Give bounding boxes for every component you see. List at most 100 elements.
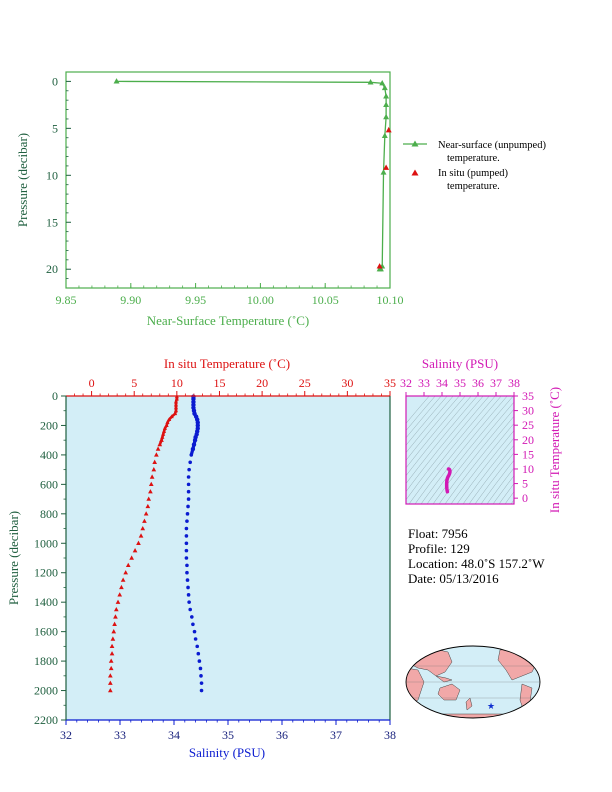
salinity-point	[199, 674, 203, 678]
pressure-tick-label: 1600	[34, 625, 58, 639]
salinity-point	[184, 541, 189, 546]
ts-x-tick-label: 33	[418, 376, 430, 390]
salinity-point	[192, 629, 197, 634]
in-situ-temperature-point	[111, 629, 117, 634]
in-situ-temperature-point	[112, 621, 117, 626]
top-x-tick-label: 10.10	[377, 293, 404, 307]
in-situ-temperature-point	[385, 126, 392, 133]
temperature-axis: 0 5 10 15 20 25 30 35	[74, 376, 396, 396]
salinity-axis: 32 33 34 35 36 37 38	[60, 720, 396, 742]
density-contour	[438, 408, 514, 504]
in-situ-temperature-point	[107, 673, 113, 678]
pressure-tick-label: 200	[40, 418, 58, 432]
temperature-upper-profile	[158, 396, 179, 446]
top-x-tick-label: 9.85	[56, 293, 77, 307]
in-situ-temperature-point	[113, 614, 118, 619]
density-contour	[522, 371, 612, 514]
density-contour	[406, 396, 472, 477]
legend-item-pumped-line2: temperature.	[447, 181, 500, 192]
near-surface-temperature-point	[367, 79, 374, 85]
top-x-tick-label: 10.00	[247, 293, 274, 307]
salinity-tick-label: 35	[222, 728, 234, 742]
salinity-point	[190, 615, 194, 619]
temperature-axis-label: In situ Temperature (˚C)	[164, 356, 290, 371]
near-surface-temperature-line	[116, 80, 387, 270]
in-situ-temperature-point	[148, 481, 154, 487]
salinity-axis-label: Salinity (PSU)	[189, 745, 265, 760]
ts-y-tick-label: 35	[522, 389, 534, 403]
pressure-tick-label: 800	[40, 507, 58, 521]
salinity-point	[197, 659, 202, 663]
in-situ-temperature-point	[115, 599, 121, 604]
salinity-point	[199, 681, 204, 685]
in-situ-temperature-point	[146, 496, 152, 501]
pressure-axis: 0 200 400 600 800 1000 1200 1400 1600 1800 2000 220…	[34, 389, 66, 727]
top-y-tick-label: 5	[52, 121, 58, 135]
ts-y-tick-label: 5	[522, 477, 528, 491]
ts-y-tick-label: 20	[522, 433, 534, 447]
in-situ-temperature-point	[107, 680, 113, 685]
in-situ-temperature-point	[110, 636, 116, 641]
top-x-tick-label: 9.95	[185, 293, 206, 307]
in-situ-temperature-point	[108, 665, 114, 671]
float-location: Location: 48.0˚S 157.2˚W	[408, 556, 545, 571]
in-situ-temperature-point	[119, 584, 124, 590]
ts-salinity-axis-label: Salinity (PSU)	[422, 356, 498, 371]
ts-density-contours	[406, 371, 612, 514]
density-contour	[414, 396, 502, 504]
ts-y-tick-label: 10	[522, 462, 534, 476]
salinity-point	[186, 482, 191, 487]
density-contour	[504, 491, 514, 504]
salinity-point	[184, 548, 189, 553]
in-situ-temperature-point	[109, 651, 115, 656]
pressure-tick-label: 2000	[34, 684, 58, 698]
ts-y-tick-label: 25	[522, 418, 534, 432]
ts-x-tick-label: 38	[508, 376, 520, 390]
near-surface-temperature-point	[381, 132, 388, 139]
density-contour	[492, 475, 514, 504]
salinity-point	[187, 600, 191, 604]
temperature-tick-label: 10	[171, 376, 183, 390]
profile-chart: 0 5 10 15 20 25 30 35 32 33 34 35 36 37 38 0 200 400 600…	[6, 356, 396, 760]
pressure-tick-label: 600	[40, 477, 58, 491]
top-x-tick-label: 9.90	[120, 293, 141, 307]
density-contour	[468, 444, 514, 504]
ts-salinity-axis: 32 33 34 35 36 37 38	[400, 376, 520, 396]
in-situ-temperature-point	[376, 263, 383, 269]
ts-x-tick-label: 32	[400, 376, 412, 390]
density-contour	[406, 396, 466, 469]
density-contour	[408, 396, 496, 504]
salinity-point	[186, 497, 191, 501]
legend-item-unpumped-line2: temperature.	[447, 153, 500, 164]
legend-item-unpumped-line1: Near-surface (unpumped)	[438, 140, 546, 151]
top-chart-y-axis-label: Pressure (decibar)	[15, 133, 30, 227]
ts-diagram-background	[406, 396, 514, 504]
in-situ-temperature-point	[129, 555, 134, 560]
density-contour	[426, 396, 514, 504]
salinity-point	[186, 475, 191, 479]
map-border	[405, 645, 541, 719]
top-chart-x-axis-label: Near-Surface Temperature (˚C)	[147, 313, 309, 328]
landmass-new-zealand	[465, 697, 473, 711]
float-info-block: Float: 7956 Profile: 129 Location: 48.0˚…	[408, 526, 545, 586]
in-situ-temperature-point	[132, 548, 138, 553]
in-situ-temperature-point	[149, 474, 155, 479]
in-situ-temperature-point	[140, 525, 146, 531]
salinity-point	[186, 585, 190, 590]
in-situ-temperature-point	[120, 577, 126, 582]
in-situ-temperature-point	[123, 570, 129, 575]
salinity-point	[187, 467, 191, 472]
temperature-tick-label: 0	[89, 376, 95, 390]
top-y-tick-label: 15	[46, 215, 58, 229]
salinity-point	[186, 593, 191, 597]
in-situ-temperature-point	[108, 658, 114, 663]
salinity-point	[188, 607, 192, 612]
density-contour	[406, 396, 460, 461]
density-contour	[406, 396, 484, 493]
salinity-point	[193, 637, 198, 641]
top-x-tick-label: 10.05	[312, 293, 339, 307]
landmass-antarctica	[414, 713, 531, 718]
near-surface-temperature-point	[381, 84, 388, 91]
